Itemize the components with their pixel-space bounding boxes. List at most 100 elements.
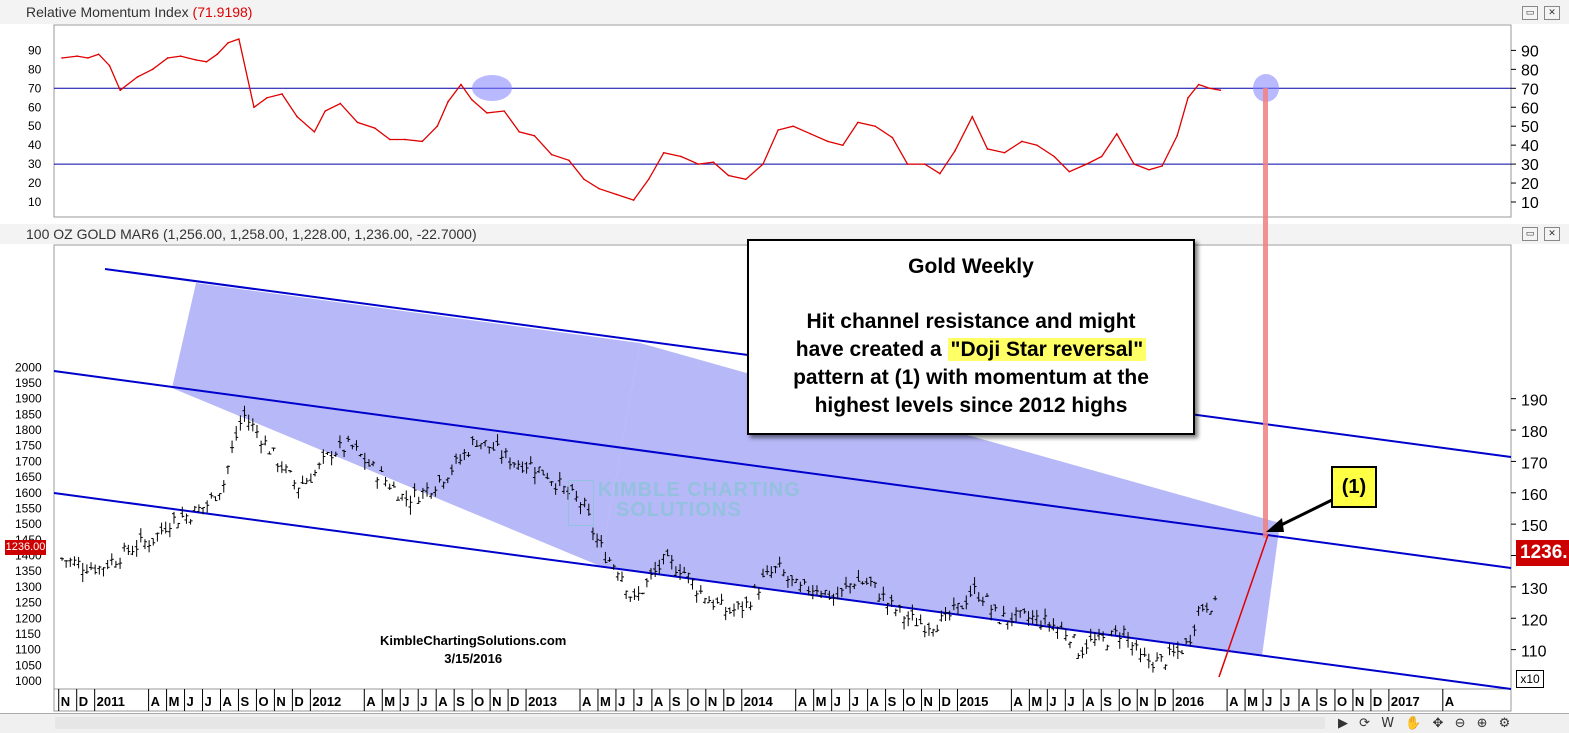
xtick-label-57: A [1301, 694, 1311, 709]
ohlc-bar-91 [437, 474, 442, 483]
xtick-label-55: J [1265, 694, 1272, 709]
ohlc-bar-138 [632, 588, 637, 600]
xtick-label-9: O [258, 694, 268, 709]
ohlc-bar-263 [1150, 661, 1155, 673]
rmi-point-22 [356, 121, 359, 124]
watermark: KIMBLE CHARTING SOLUTIONS [568, 480, 801, 526]
refresh-icon[interactable]: ⟳ [1359, 716, 1371, 731]
xtick-label-63: A [1445, 694, 1455, 709]
xtick-label-47: A [1085, 694, 1095, 709]
ohlc-bar-74 [366, 459, 371, 467]
scroll-track[interactable] [55, 717, 1325, 729]
rmi-point-46 [727, 174, 730, 177]
hand-icon[interactable]: ✋ [1405, 716, 1422, 731]
ohlc-bar-159 [719, 593, 724, 605]
ohlc-bar-119 [553, 483, 558, 495]
xtick-label-31: D [726, 694, 735, 709]
rmi-ytick-right-5: 60 [1521, 100, 1539, 117]
ohlc-bar-217 [960, 605, 965, 610]
ohlc-bar-4 [76, 556, 81, 569]
ohlc-bar-130 [599, 535, 604, 548]
ohlc-bar-1 [64, 560, 69, 568]
ohlc-bar-141 [644, 578, 649, 588]
ohlc-bar-27 [171, 511, 176, 524]
xtick-label-50: N [1139, 694, 1148, 709]
price-ytick-left-11: 1550 [15, 501, 42, 515]
ohlc-bar-7 [89, 562, 94, 571]
zoom-out-icon[interactable]: ⊖ [1454, 716, 1466, 731]
ohlc-bar-77 [379, 466, 384, 473]
price-ytick-left-6: 1300 [15, 580, 42, 594]
move-icon[interactable]: ✥ [1432, 716, 1444, 731]
ohlc-bar-189 [843, 576, 848, 589]
ohlc-bar-8 [93, 564, 98, 575]
xtick-label-61: D [1373, 694, 1382, 709]
price-close-button[interactable]: ✕ [1544, 227, 1560, 241]
weekly-button[interactable]: W [1381, 716, 1395, 731]
ohlc-bar-107 [503, 448, 508, 459]
ohlc-bar-151 [686, 572, 691, 584]
ohlc-bar-110 [516, 460, 521, 471]
xtick-label-8: S [240, 694, 249, 709]
ohlc-bar-163 [736, 601, 741, 610]
ohlc-bar-157 [711, 599, 716, 610]
price-ytick-left-2: 1100 [15, 643, 41, 657]
rmi-close-button[interactable]: ✕ [1544, 6, 1560, 20]
ohlc-bar-227 [1001, 605, 1006, 617]
rmi-value: (71.9198) [193, 4, 253, 20]
price-restore-button[interactable]: ▭ [1522, 227, 1538, 241]
ohlc-bar-182 [814, 585, 819, 596]
price-ytick-left-4: 1200 [15, 611, 42, 625]
ohlc-bar-180 [806, 586, 811, 596]
ohlc-bar-192 [856, 569, 861, 582]
ohlc-bar-170 [765, 565, 770, 575]
rmi-ytick-left-2: 30 [28, 157, 42, 171]
xtick-label-39: O [906, 694, 916, 709]
ohlc-bar-150 [682, 566, 687, 574]
rmi-restore-button[interactable]: ▭ [1522, 6, 1538, 20]
ohlc-bar-79 [387, 483, 392, 490]
rmi-point-62 [986, 148, 989, 150]
ohlc-bar-55 [288, 470, 293, 473]
ohlc-bar-253 [1109, 630, 1114, 637]
footer-site: KimbleChartingSolutions.com [380, 633, 567, 648]
rmi-point-76 [1197, 83, 1200, 86]
ohlc-bar-219 [968, 585, 973, 598]
xtick-label-12: 2012 [312, 694, 341, 709]
ohlc-bar-133 [611, 564, 616, 570]
rmi-ytick-left-4: 50 [28, 119, 42, 133]
settings-icon[interactable]: ⚙ [1498, 716, 1511, 731]
rmi-point-10 [194, 59, 197, 61]
ohlc-bar-3 [72, 556, 77, 567]
scroll-controls: ▶ ⟳ W ✋ ✥ ⊖ ⊕ ⚙ [1338, 714, 1517, 733]
scrollbar[interactable]: ▶ ⟳ W ✋ ✥ ⊖ ⊕ ⚙ [0, 713, 1569, 733]
ohlc-bar-123 [570, 483, 575, 491]
callout-line2: have created a "Doji Star reversal" [749, 336, 1193, 364]
ohlc-bar-16 [126, 544, 131, 556]
scroll-right-icon[interactable]: ▶ [1338, 716, 1348, 731]
xtick-label-30: N [708, 694, 717, 709]
xtick-label-43: A [1013, 694, 1023, 709]
rmi-point-30 [471, 98, 473, 101]
ohlc-bar-193 [860, 581, 865, 585]
xtick-label-45: J [1049, 694, 1056, 709]
ohlc-bar-161 [727, 607, 732, 615]
ohlc-bar-140 [640, 592, 645, 595]
ohlc-bar-155 [702, 597, 707, 604]
zoom-in-icon[interactable]: ⊕ [1476, 716, 1488, 731]
rmi-point-36 [568, 159, 570, 162]
rmi-point-31 [486, 112, 488, 114]
xtick-label-17: A [438, 694, 448, 709]
rmi-ytick-right-4: 50 [1521, 119, 1539, 136]
rmi-point-34 [533, 134, 536, 137]
rmi-ytick-left-5: 60 [28, 100, 42, 114]
ohlc-bar-277 [1209, 610, 1214, 615]
ohlc-bar-195 [868, 576, 873, 587]
ohlc-bar-198 [881, 586, 886, 602]
ohlc-bar-9 [97, 565, 102, 575]
channel-lower-line [53, 492, 1512, 690]
red-trendline [1218, 534, 1269, 678]
ohlc-bar-21 [147, 540, 152, 553]
xtick-label-5: J [187, 694, 194, 709]
ohlc-bar-101 [478, 443, 483, 450]
